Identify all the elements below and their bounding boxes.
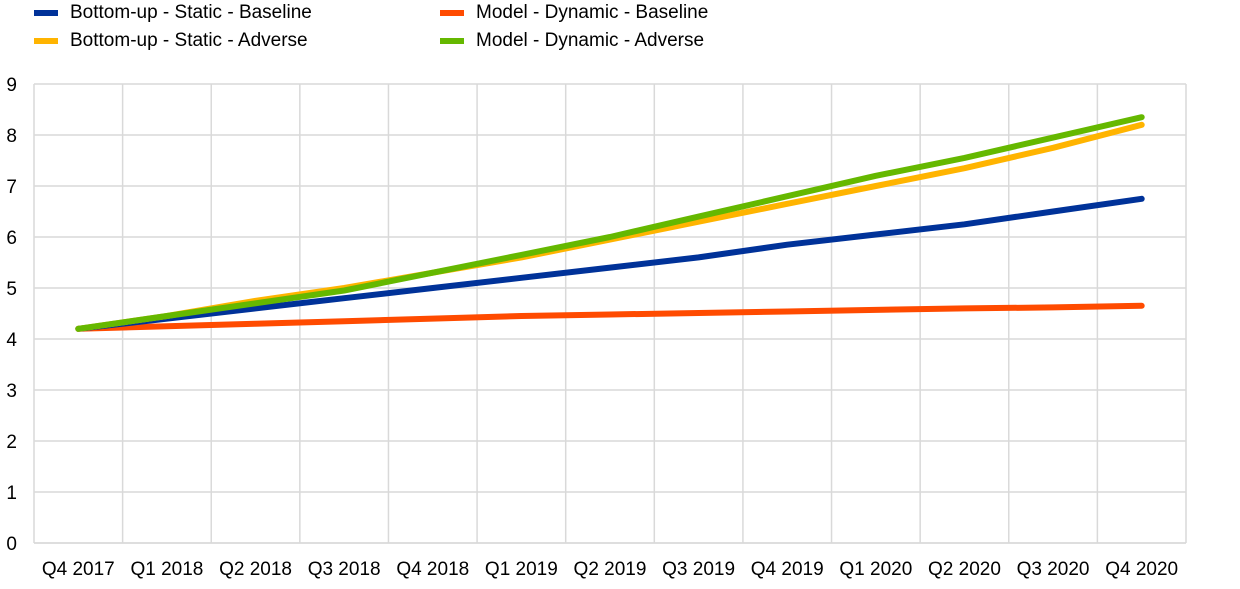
y-tick-label: 9 — [6, 75, 17, 96]
x-tick-label: Q3 2019 — [662, 559, 735, 580]
y-tick-label: 4 — [6, 330, 17, 351]
series-line-model-dynamic-baseline — [75, 302, 1145, 332]
legend-swatch — [440, 10, 464, 16]
series-line-bottom-up-static-baseline — [75, 195, 1145, 332]
legend-label: Model - Dynamic - Baseline — [476, 2, 709, 23]
legend-item: Model - Dynamic - Adverse — [440, 30, 704, 52]
x-tick-label: Q4 2017 — [42, 559, 115, 580]
x-tick-label: Q3 2018 — [308, 559, 381, 580]
y-tick-label: 2 — [6, 432, 17, 453]
legend-item: Bottom-up - Static - Adverse — [34, 30, 308, 52]
series-line-model-dynamic-adverse — [75, 114, 1145, 332]
y-tick-label: 5 — [6, 279, 17, 300]
x-tick-label: Q3 2020 — [1017, 559, 1090, 580]
y-tick-label: 8 — [6, 126, 17, 147]
legend-swatch — [34, 38, 58, 44]
y-tick-label: 1 — [6, 483, 17, 504]
x-tick-label: Q4 2020 — [1105, 559, 1178, 580]
x-tick-label: Q4 2019 — [751, 559, 824, 580]
legend-label: Model - Dynamic - Adverse — [476, 30, 705, 51]
x-tick-label: Q2 2020 — [928, 559, 1001, 580]
legend-item: Model - Dynamic - Baseline — [440, 2, 708, 24]
y-tick-label: 6 — [6, 228, 17, 249]
x-tick-label: Q1 2018 — [130, 559, 203, 580]
x-tick-label: Q1 2019 — [485, 559, 558, 580]
x-tick-label: Q2 2019 — [574, 559, 647, 580]
chart-legend: Bottom-up - Static - Baseline Bottom-up -… — [34, 2, 794, 58]
y-tick-label: 0 — [6, 534, 17, 555]
legend-swatch — [34, 10, 58, 16]
legend-item: Bottom-up - Static - Baseline — [34, 2, 312, 24]
x-tick-label: Q4 2018 — [396, 559, 469, 580]
y-tick-label: 7 — [6, 177, 17, 198]
y-tick-label: 3 — [6, 381, 17, 402]
legend-swatch — [440, 38, 464, 44]
x-tick-label: Q2 2018 — [219, 559, 292, 580]
legend-label: Bottom-up - Static - Baseline — [70, 2, 312, 23]
legend-label: Bottom-up - Static - Adverse — [70, 30, 308, 51]
x-tick-label: Q1 2020 — [839, 559, 912, 580]
